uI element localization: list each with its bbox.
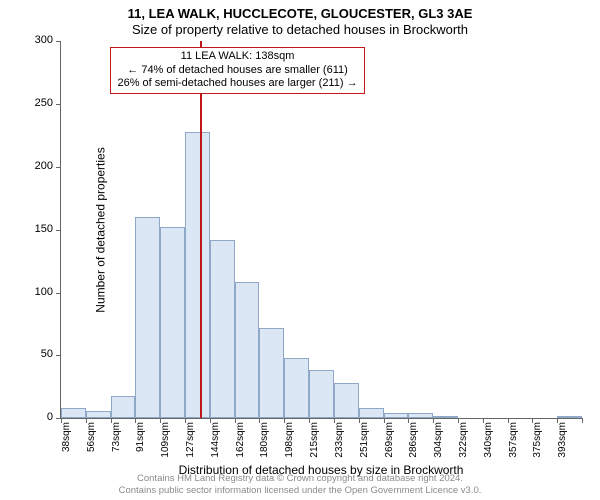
- histogram-bar: [61, 408, 86, 418]
- x-tick-label: 56sqm: [86, 422, 97, 452]
- x-tick-label: 215sqm: [309, 422, 320, 458]
- histogram-bar: [135, 217, 160, 418]
- plot-area: Number of detached properties 0501001502…: [60, 41, 582, 419]
- histogram-bar: [384, 413, 409, 418]
- histogram-bar: [284, 358, 309, 418]
- histogram-bar: [433, 416, 458, 419]
- x-tick-label: 198sqm: [284, 422, 295, 458]
- histogram-bar: [309, 370, 334, 418]
- property-size-histogram: 11, LEA WALK, HUCCLECOTE, GLOUCESTER, GL…: [8, 6, 592, 494]
- x-tick-label: 233sqm: [334, 422, 345, 458]
- x-tick-label: 304sqm: [433, 422, 444, 458]
- x-tick-label: 38sqm: [61, 422, 72, 452]
- histogram-bar: [210, 240, 235, 418]
- x-tick-label: 393sqm: [557, 422, 568, 458]
- chart-title-sub: Size of property relative to detached ho…: [8, 22, 592, 38]
- footer-line-2: Contains public sector information licen…: [119, 485, 482, 496]
- x-tick-label: 286sqm: [408, 422, 419, 458]
- histogram-bar: [235, 282, 260, 418]
- x-tick-label: 269sqm: [384, 422, 395, 458]
- histogram-bar: [185, 132, 210, 419]
- info-box-line-2: 26% of semi-detached houses are larger (…: [117, 77, 357, 91]
- x-tick-label: 127sqm: [185, 422, 196, 458]
- y-tick-label: 300: [35, 34, 61, 46]
- histogram-bar: [557, 416, 582, 419]
- y-tick-label: 150: [35, 223, 61, 235]
- x-tick-label: 357sqm: [508, 422, 519, 458]
- histogram-bar: [111, 396, 136, 419]
- y-tick-label: 0: [47, 411, 61, 423]
- x-tick-label: 251sqm: [359, 422, 370, 458]
- x-tick-label: 73sqm: [111, 422, 122, 452]
- chart-title-main: 11, LEA WALK, HUCCLECOTE, GLOUCESTER, GL…: [8, 6, 592, 22]
- x-tick-label: 162sqm: [235, 422, 246, 458]
- y-tick-label: 200: [35, 160, 61, 172]
- property-info-box: 11 LEA WALK: 138sqm← 74% of detached hou…: [110, 47, 364, 94]
- reference-line: [200, 41, 202, 418]
- info-box-line-1: ← 74% of detached houses are smaller (61…: [117, 64, 357, 78]
- x-tick-label: 375sqm: [532, 422, 543, 458]
- histogram-bar: [259, 328, 284, 418]
- y-tick-label: 250: [35, 97, 61, 109]
- y-tick-label: 50: [41, 348, 61, 360]
- y-tick-label: 100: [35, 286, 61, 298]
- x-tick-label: 180sqm: [259, 422, 270, 458]
- histogram-bar: [359, 408, 384, 418]
- histogram-bar: [160, 227, 185, 418]
- x-tick-label: 91sqm: [135, 422, 146, 452]
- footer-line-1: Contains HM Land Registry data © Crown c…: [119, 473, 482, 484]
- plot-inner: 05010015020025030038sqm56sqm73sqm91sqm10…: [60, 41, 582, 419]
- x-tick-label: 340sqm: [483, 422, 494, 458]
- x-tick-label: 144sqm: [210, 422, 221, 458]
- footer-attribution: Contains HM Land Registry data © Crown c…: [119, 473, 482, 496]
- info-box-line-0: 11 LEA WALK: 138sqm: [117, 50, 357, 64]
- x-tick-label: 322sqm: [458, 422, 469, 458]
- histogram-bar: [408, 413, 433, 418]
- x-tick-label: 109sqm: [160, 422, 171, 458]
- histogram-bar: [334, 383, 359, 418]
- histogram-bar: [86, 411, 111, 419]
- x-tick-mark: [582, 418, 583, 423]
